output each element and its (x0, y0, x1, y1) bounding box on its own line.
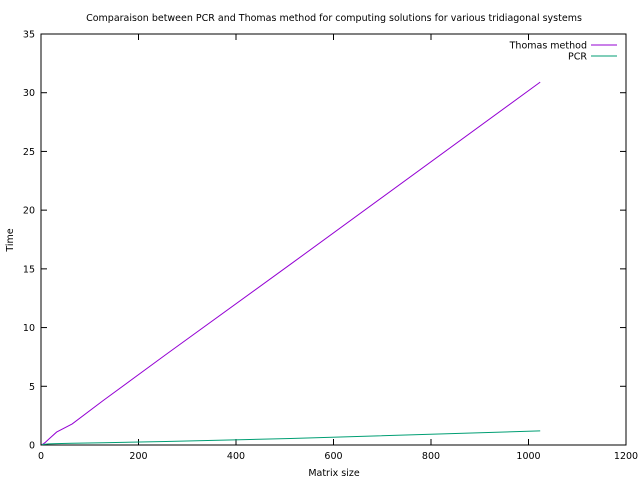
y-axis-label: Time (5, 228, 16, 252)
x-tick-label: 600 (324, 451, 342, 462)
series-line-thomas-method (41, 81, 541, 446)
data-series (41, 81, 541, 446)
y-tick-label: 20 (23, 206, 35, 217)
y-tick-label: 5 (29, 382, 35, 393)
x-tick-label: 0 (38, 451, 44, 462)
y-tick-label: 0 (29, 441, 35, 452)
y-tick-label: 25 (23, 147, 35, 158)
x-tick-label: 800 (422, 451, 440, 462)
y-tick-label: 30 (23, 88, 35, 99)
plot-frame (40, 33, 627, 446)
series-line-pcr (41, 430, 541, 446)
y-tick-label: 10 (23, 323, 35, 334)
x-tick-label: 200 (129, 451, 147, 462)
legend-label-thomas-method: Thomas method (509, 41, 587, 52)
legend-label-pcr: PCR (568, 52, 587, 63)
chart-title: Comparaison between PCR and Thomas metho… (86, 13, 582, 24)
x-tick-label: 400 (227, 451, 245, 462)
x-tick-label: 1000 (516, 451, 540, 462)
x-axis-label: Matrix size (308, 468, 360, 479)
axis-ticks: 0 200 400 600 800 1000 1200 0 5 10 15 20 25 30 35 (23, 30, 638, 463)
x-tick-label: 1200 (614, 451, 638, 462)
y-tick-label: 35 (23, 30, 35, 41)
y-tick-label: 15 (23, 264, 35, 275)
